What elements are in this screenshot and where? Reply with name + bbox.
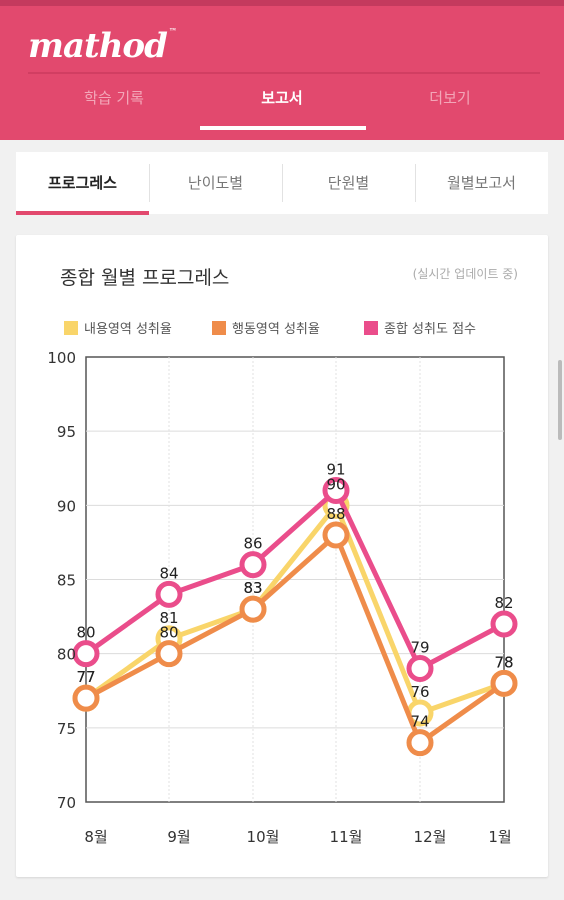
data-point (155, 580, 183, 608)
data-point (406, 729, 434, 757)
data-point (72, 640, 100, 668)
legend-label: 내용영역 성취율 (84, 322, 172, 337)
subtab-separator (282, 164, 283, 202)
series-line (83, 488, 507, 671)
data-label: 79 (410, 639, 429, 657)
data-label: 74 (410, 713, 429, 731)
x-tick-label: 11월 (330, 828, 363, 846)
data-label: 80 (159, 624, 178, 642)
legend-swatch-pink (364, 321, 378, 335)
tab-more[interactable]: 더보기 (429, 89, 471, 107)
x-tick-label: 9월 (167, 828, 190, 846)
realtime-update-note: (실시간 업데이트 중) (412, 267, 518, 281)
tab-report[interactable]: 보고서 (261, 89, 303, 107)
main-tab-indicator (200, 126, 366, 130)
y-tick-label: 70 (57, 794, 76, 812)
series-line (83, 532, 507, 746)
data-point (239, 595, 267, 623)
data-label: 78 (494, 653, 513, 671)
progress-card (16, 235, 548, 877)
data-point (72, 684, 100, 712)
data-label: 84 (159, 564, 178, 582)
data-point (406, 655, 434, 682)
subtab-indicator (16, 211, 149, 215)
status-bar (0, 0, 564, 6)
data-point (490, 610, 518, 638)
logo-trademark: ™ (168, 26, 177, 36)
data-label: 77 (76, 668, 95, 686)
legend-item-content: 내용영역 성취율 (64, 318, 172, 337)
series-line (83, 502, 507, 716)
x-tick-label: 1월 (488, 828, 511, 846)
y-tick-label: 90 (57, 497, 76, 515)
main-tab-bar: 학습 기록 보고서 더보기 (0, 78, 564, 134)
subtab-separator (149, 164, 150, 202)
app-logo: mathod ™ (28, 26, 177, 66)
app-header: mathod ™ (0, 6, 564, 140)
legend-item-total: 종합 성취도 점수 (364, 318, 476, 337)
data-label: 81 (159, 609, 178, 627)
data-label: 76 (410, 683, 429, 701)
data-label: 91 (326, 461, 345, 479)
data-label: 78 (494, 653, 513, 671)
subtab-monthly-report[interactable]: 월별보고서 (446, 174, 516, 192)
legend-swatch-orange (212, 321, 226, 335)
tab-study-record[interactable]: 학습 기록 (84, 89, 144, 107)
data-label: 80 (76, 624, 95, 642)
data-point (322, 477, 350, 504)
data-label: 90 (326, 475, 345, 493)
data-label: 83 (243, 579, 262, 597)
sub-tab-bar: 프로그레스 난이도별 단원별 월별보고서 (16, 152, 548, 214)
subtab-progress[interactable]: 프로그레스 (47, 174, 117, 192)
data-label: 88 (326, 505, 345, 523)
legend-label: 행동영역 성취율 (232, 322, 320, 337)
legend-label: 종합 성취도 점수 (384, 322, 476, 337)
data-point (155, 640, 183, 668)
y-tick-label: 75 (57, 720, 76, 738)
data-label: 86 (243, 535, 262, 553)
y-tick-label: 85 (57, 572, 76, 590)
data-point (239, 551, 267, 579)
subtab-unit[interactable]: 단원별 (327, 174, 370, 192)
legend-swatch-yellow (64, 321, 78, 335)
header-divider (28, 72, 540, 74)
data-label: 77 (76, 668, 95, 686)
logo-text: mathod (28, 26, 168, 66)
x-tick-label: 12월 (414, 828, 447, 846)
y-tick-label: 95 (57, 423, 76, 441)
x-tick-label: 8월 (84, 828, 107, 846)
scrollbar[interactable] (558, 360, 562, 440)
y-tick-label: 100 (47, 349, 76, 367)
subtab-separator (415, 164, 416, 202)
subtab-difficulty[interactable]: 난이도별 (187, 174, 244, 192)
data-point (490, 669, 518, 697)
chart-title: 종합 월별 프로그레스 (60, 267, 230, 289)
data-label: 82 (494, 594, 513, 612)
y-tick-label: 80 (57, 646, 76, 664)
data-point (322, 521, 350, 549)
x-tick-label: 10월 (247, 828, 280, 846)
legend-item-behavior: 행동영역 성취율 (212, 318, 320, 337)
data-label: 83 (243, 579, 262, 597)
